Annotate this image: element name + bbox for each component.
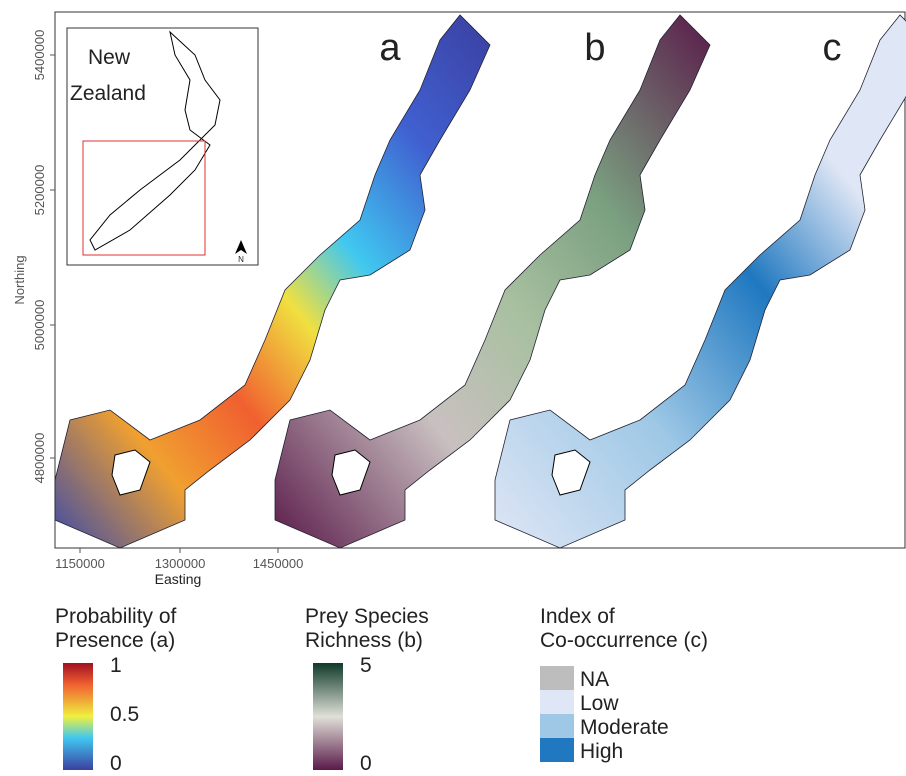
legend-title: Presence (a) [55,629,175,652]
legend-title: Prey Species [305,605,429,628]
legend-label: 0 [110,752,122,775]
inset-text: New [88,46,131,69]
inset-text: Zealand [70,82,146,105]
legend-label: 0 [360,752,372,775]
y-tick-label: 5400000 [32,30,47,81]
legend-swatch [540,714,574,738]
north-arrow: N [238,255,244,264]
legend-colorbar [313,663,343,770]
x-axis-label: Easting [155,571,202,587]
x-tick-label: 1150000 [55,556,105,571]
legend-title: Index of [540,605,615,628]
legend-swatch [540,690,574,714]
legend-label: NA [580,668,609,691]
legend-label: Moderate [580,716,669,739]
islands [111,449,591,496]
y-axis-label: Northing [12,255,27,304]
y-tick-label: 5200000 [32,165,47,216]
legend-title: Probability of [55,605,177,628]
legend-swatch [540,738,574,762]
legend-label: 5 [360,654,372,677]
legend-title: Co-occurrence (c) [540,629,708,652]
inset [66,27,259,266]
legend-label: 0.5 [110,703,139,726]
legend-colorbar [63,663,93,770]
legend-label: Low [580,692,619,715]
y-tick-label: 5000000 [32,300,47,351]
y-tick-label: 4800000 [32,433,47,484]
legend-label: 1 [110,654,122,677]
x-tick-label: 1300000 [155,556,206,571]
legend-swatch [540,666,574,690]
panel-label: a [379,27,401,69]
legend-title: Richness (b) [305,629,423,652]
dynamic: 4800000 5000000 5200000 5400000 1150000 13000… [32,27,842,775]
x-tick-label: 1450000 [253,556,304,571]
legend-label: High [580,740,623,763]
panel-label: c [823,27,842,69]
panel-label: b [584,27,605,69]
